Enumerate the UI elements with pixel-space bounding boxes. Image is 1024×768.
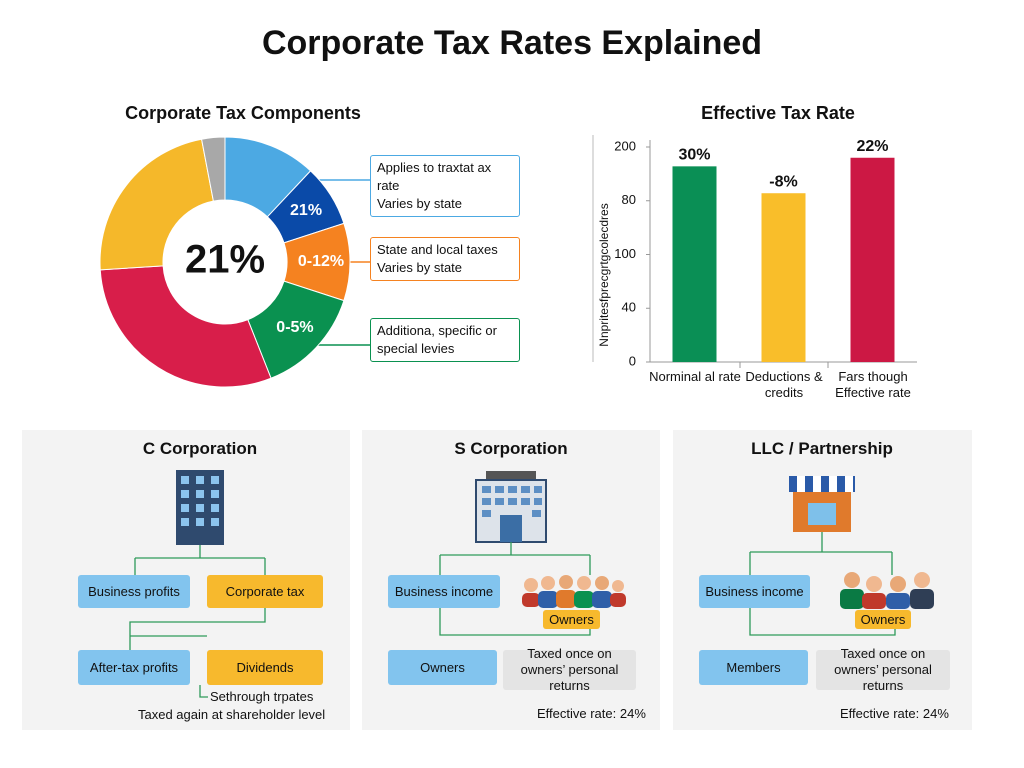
chart-title: Corporate Tax Components bbox=[125, 103, 361, 123]
bar-label: 30% bbox=[678, 147, 710, 164]
storefront-icon bbox=[789, 476, 855, 532]
flow-box: Business profits bbox=[78, 575, 190, 608]
panel-title: S Corporation bbox=[454, 439, 568, 458]
flow-box: Members bbox=[699, 650, 808, 685]
flow-lines bbox=[129, 545, 266, 698]
donut-segment bbox=[99, 138, 214, 271]
flow-box: Owners bbox=[388, 650, 497, 685]
owners-badge: Owners bbox=[543, 610, 600, 629]
panel-title: LLC / Partnership bbox=[751, 439, 893, 458]
y-tick-label: 80 bbox=[622, 192, 636, 207]
callout-line: Varies by state bbox=[377, 260, 463, 275]
x-tick-label: Deductions & credits bbox=[745, 369, 823, 400]
flow-lines bbox=[749, 532, 896, 636]
people-icon bbox=[522, 575, 626, 608]
callout: Applies to traxtat ax rate Varies by sta… bbox=[370, 155, 520, 217]
callout-line: State and local taxes bbox=[377, 242, 498, 257]
page-title: Corporate Tax Rates Explained bbox=[261, 24, 763, 62]
y-tick-label: 40 bbox=[622, 300, 636, 315]
note: Effective rate: 24% bbox=[840, 706, 949, 721]
flow-box: Business income bbox=[699, 575, 810, 608]
corporate-building-icon bbox=[475, 471, 547, 543]
y-tick-label: 100 bbox=[614, 246, 636, 261]
segment-label: 0-5% bbox=[276, 319, 313, 336]
x-tick-label: Norminal al rate bbox=[649, 369, 741, 384]
note: Sethrough trpates bbox=[210, 689, 314, 704]
flow-box: After-tax profits bbox=[78, 650, 190, 685]
office-building-icon bbox=[176, 470, 224, 545]
panel-title: C Corporation bbox=[142, 439, 258, 458]
segment-label: 21% bbox=[290, 202, 322, 219]
callout-line: special levies bbox=[377, 341, 455, 356]
donut-segment bbox=[99, 265, 272, 388]
segment-label: 0-12% bbox=[298, 253, 344, 270]
bar-label: 22% bbox=[856, 138, 888, 155]
note: Taxed again at shareholder level bbox=[138, 707, 326, 722]
owners-badge: Owners bbox=[855, 610, 911, 629]
flow-box: Corporate tax bbox=[207, 575, 323, 608]
donut-segment bbox=[200, 136, 226, 202]
y-tick-label: 200 bbox=[614, 138, 636, 153]
y-axis-label: Nnpritesfprecgrtgcolecdres bbox=[597, 203, 611, 346]
center-label: 21% bbox=[185, 238, 265, 282]
chart-title: Effective Tax Rate bbox=[701, 103, 855, 123]
callout-line: Additiona, specific or bbox=[377, 323, 497, 338]
flow-box: Dividends bbox=[207, 650, 323, 685]
bar bbox=[761, 193, 806, 362]
people-icon bbox=[840, 572, 934, 609]
callout-line: Applies to traxtat ax rate bbox=[377, 160, 492, 193]
note: Effective rate: 24% bbox=[537, 706, 646, 721]
flow-box: Taxed once on owners’ personal returns bbox=[503, 646, 636, 693]
flow-box: Taxed once on owners’ personal returns bbox=[816, 646, 950, 693]
y-tick-label: 0 bbox=[629, 353, 636, 368]
bar-label: -8% bbox=[769, 173, 797, 190]
bar bbox=[850, 157, 895, 362]
callout: Additiona, specific or special levies bbox=[370, 318, 520, 362]
callout-line: Varies by state bbox=[377, 196, 463, 211]
bar bbox=[672, 166, 717, 362]
x-tick-label: Fars though Effective rate bbox=[835, 369, 911, 400]
flow-box: Business income bbox=[388, 575, 500, 608]
callout: State and local taxes Varies by state bbox=[370, 237, 520, 281]
